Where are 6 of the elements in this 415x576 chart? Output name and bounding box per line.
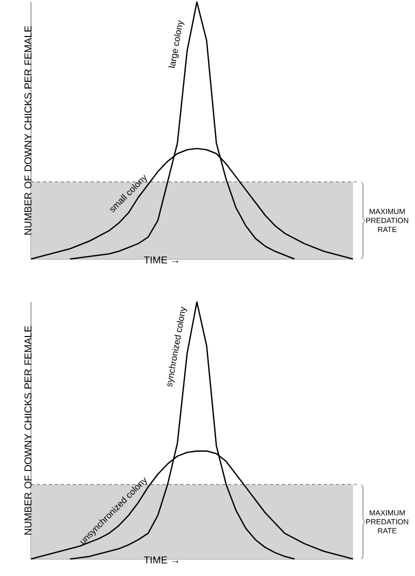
y-axis-title: NUMBER OF DOWNY CHICKS PER FEMALE — [24, 326, 32, 535]
text: synchronized colony — [167, 306, 188, 387]
x-axis-title: TIME → — [144, 256, 178, 264]
text: large colony — [168, 20, 184, 68]
y-axis-title: NUMBER OF DOWNY CHICKS PER FEMALE — [24, 26, 32, 235]
x-axis-title: TIME → — [144, 556, 178, 564]
